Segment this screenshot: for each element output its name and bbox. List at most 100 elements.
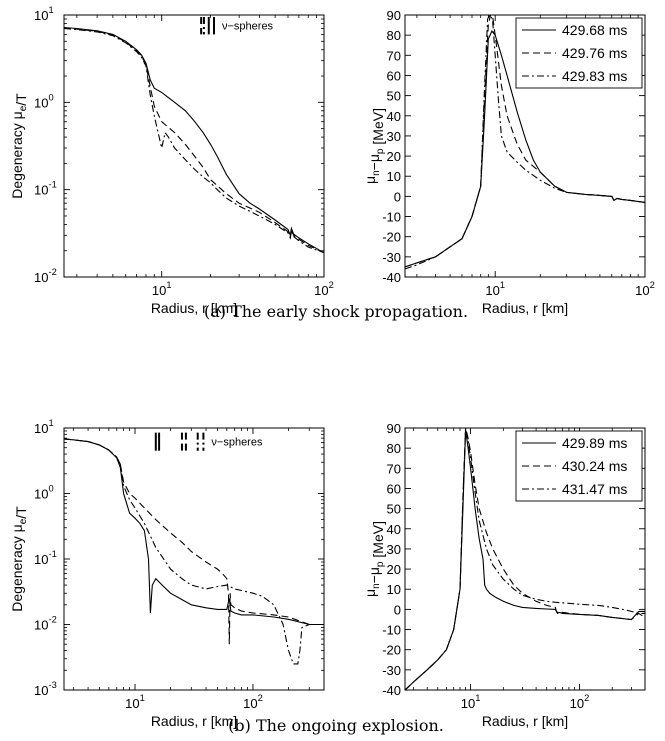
y-axis-label-part: μ xyxy=(362,176,378,184)
y-axis-label-part: μ xyxy=(362,589,378,597)
y-tick-label: 70 xyxy=(387,48,401,63)
x-tick-label: 102 xyxy=(243,693,263,711)
series-line-2 xyxy=(64,27,324,254)
y-tick-label: 10-2 xyxy=(34,615,57,633)
x-tick-label: 101 xyxy=(461,693,481,711)
x-tick-label-main: 10 xyxy=(243,696,257,711)
x-tick-label-sup: 1 xyxy=(140,693,145,703)
series-line-3 xyxy=(64,438,324,665)
y-tick-label-sup: -2 xyxy=(48,615,56,625)
x-tick-label: 102 xyxy=(314,280,334,298)
y-axis-label-part: [MeV] xyxy=(370,108,386,148)
y-tick-label: 10 xyxy=(387,169,401,184)
plot-frame xyxy=(63,14,325,278)
y-axis-label-part: e xyxy=(18,518,29,524)
y-tick-label: -30 xyxy=(382,250,401,265)
series-line-3 xyxy=(64,27,324,254)
x-tick-label-sup: 2 xyxy=(258,693,263,703)
x-tick-label-sup: 2 xyxy=(329,280,334,290)
y-tick-label: -40 xyxy=(382,270,401,285)
y-tick-label-sup: -3 xyxy=(48,680,56,690)
y-tick-label-sup: 0 xyxy=(48,92,53,102)
x-tick-label-main: 10 xyxy=(635,283,649,298)
y-tick-label: 60 xyxy=(387,68,401,83)
y-tick-label: 100 xyxy=(34,484,54,502)
x-tick-label: 102 xyxy=(570,693,590,711)
caption-a: (a) The early shock propagation. xyxy=(204,302,468,321)
y-tick-label-sup: -2 xyxy=(48,267,56,277)
y-tick-label: 30 xyxy=(387,542,401,557)
nu-spheres-annotation: ν−spheres xyxy=(222,21,274,33)
y-tick-label: -20 xyxy=(382,230,401,245)
series-line-3 xyxy=(405,428,645,690)
y-tick-label: 0 xyxy=(394,189,401,204)
legend-label: 429.68 ms xyxy=(562,22,627,38)
x-tick-label: 101 xyxy=(152,280,172,298)
y-tick-label: 20 xyxy=(387,562,401,577)
y-tick-label: 10-3 xyxy=(34,680,57,698)
y-axis-label: μn−μp [MeV] xyxy=(362,521,386,597)
y-tick-label: -40 xyxy=(382,683,401,698)
y-tick-label-sup: 1 xyxy=(48,418,53,428)
x-tick-label-main: 10 xyxy=(314,283,328,298)
x-tick-label: 101 xyxy=(485,280,505,298)
y-tick-label-main: 10 xyxy=(34,421,48,436)
y-tick-label: 90 xyxy=(387,421,401,436)
x-tick-label-sup: 2 xyxy=(650,280,655,290)
y-axis-label-part: −μ xyxy=(366,154,382,170)
y-axis-label-part: n xyxy=(371,583,382,589)
y-tick-label: -10 xyxy=(382,210,401,225)
x-tick-label-main: 10 xyxy=(152,283,166,298)
x-tick-label-sup: 1 xyxy=(166,280,171,290)
y-tick-label: 60 xyxy=(387,481,401,496)
series-line-2 xyxy=(405,15,645,268)
x-tick-label-main: 10 xyxy=(125,696,139,711)
y-axis-label-part: p xyxy=(375,561,386,567)
y-tick-label-sup: 0 xyxy=(48,484,53,494)
y-axis-label-part: Degeneracy μ xyxy=(9,111,25,198)
y-tick-label: 100 xyxy=(34,92,54,110)
y-tick-label: 40 xyxy=(387,522,401,537)
legend-label: 429.76 ms xyxy=(562,45,627,61)
y-axis-label-part: /T xyxy=(13,506,29,519)
y-tick-label: -20 xyxy=(382,643,401,658)
y-axis-label-part: e xyxy=(18,105,29,111)
x-tick-label-main: 10 xyxy=(485,283,499,298)
y-tick-label-sup: -1 xyxy=(48,180,56,190)
y-tick-label-sup: 1 xyxy=(48,5,53,15)
y-tick-label-main: 10 xyxy=(34,95,48,110)
x-tick-label-sup: 2 xyxy=(584,693,589,703)
y-axis-label-part: p xyxy=(375,148,386,154)
y-axis-label-part: /T xyxy=(13,93,29,106)
y-axis-label-part: −μ xyxy=(366,567,382,583)
y-tick-label-sup: -1 xyxy=(48,549,56,559)
panel-b-left-chart: 101 10210-310-210-1100101ν−spheresRadius,… xyxy=(9,418,325,729)
y-tick-label-main: 10 xyxy=(34,270,48,285)
plot-frame xyxy=(404,427,646,691)
y-axis-label-part: n xyxy=(371,170,382,176)
y-tick-label: -30 xyxy=(382,663,401,678)
x-tick-label-sup: 1 xyxy=(475,693,480,703)
x-tick-label-main: 10 xyxy=(570,696,584,711)
x-tick-label: 101 xyxy=(125,693,145,711)
nu-spheres-annotation: ν−spheres xyxy=(211,437,263,449)
y-axis-label-part: [MeV] xyxy=(370,521,386,561)
legend-label: 431.47 ms xyxy=(562,481,627,497)
y-tick-label: -10 xyxy=(382,623,401,638)
y-tick-label-main: 10 xyxy=(34,183,48,198)
y-tick-label: 101 xyxy=(34,5,54,23)
y-tick-label: 10 xyxy=(387,582,401,597)
legend-label: 430.24 ms xyxy=(562,458,627,474)
series-line-3 xyxy=(405,15,645,270)
y-tick-label: 10-1 xyxy=(34,549,57,567)
caption-b: (b) The ongoing explosion. xyxy=(228,716,444,735)
y-tick-label-main: 10 xyxy=(34,487,48,502)
legend-label: 429.83 ms xyxy=(562,68,627,84)
y-tick-label: 80 xyxy=(387,28,401,43)
y-tick-label: 80 xyxy=(387,441,401,456)
legend-label: 429.89 ms xyxy=(562,435,627,451)
y-tick-label-main: 10 xyxy=(34,8,48,23)
y-tick-label: 10-1 xyxy=(34,180,57,198)
